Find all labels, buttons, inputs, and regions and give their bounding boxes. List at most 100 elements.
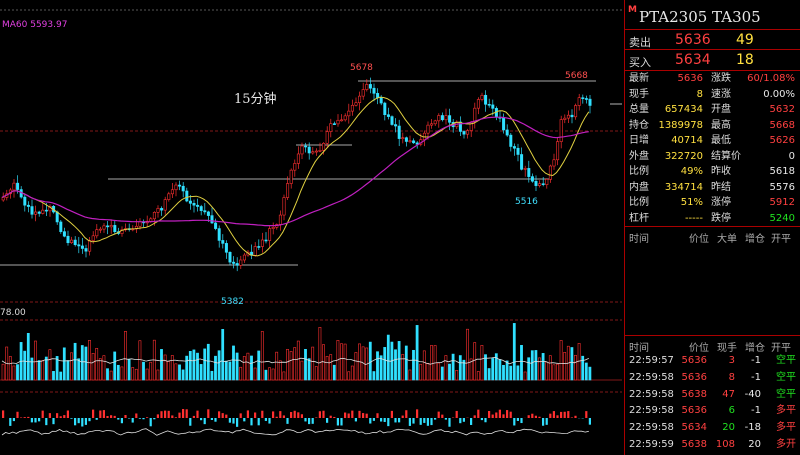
volume-bar <box>480 345 484 381</box>
oi-bar <box>102 410 105 418</box>
oi-bar <box>290 412 293 418</box>
volume-bar <box>437 362 441 381</box>
stat-label: 现手 <box>629 88 649 100</box>
volume-bar <box>52 371 55 381</box>
stat-label: 最高 <box>711 119 731 131</box>
volume-bar <box>98 358 102 381</box>
candle-body <box>412 140 416 144</box>
candle-body <box>336 119 340 125</box>
candle-body <box>199 206 203 211</box>
ask-row[interactable]: 卖出 5636 49 <box>625 29 800 50</box>
volume-bar <box>16 364 19 381</box>
volume-bar <box>329 354 333 381</box>
stat-label: 速涨 <box>711 88 731 100</box>
trade-price: 5634 <box>681 422 707 434</box>
candle-body <box>59 221 63 232</box>
volume-bar <box>102 355 106 381</box>
volume-bar <box>419 363 423 381</box>
oi-bar <box>534 415 537 418</box>
stat-value: 5636 <box>677 73 703 84</box>
volume-bar <box>368 341 372 381</box>
bid-row[interactable]: 买入 5634 18 <box>625 49 800 70</box>
oi-bar <box>362 413 365 418</box>
oi-bar <box>495 412 498 418</box>
oi-bar <box>304 418 307 422</box>
volume-bar <box>350 365 354 381</box>
volume-bar <box>588 366 592 381</box>
candle-body <box>174 184 178 191</box>
stat-label: 杠杆 <box>629 212 649 224</box>
candle-body <box>365 84 369 90</box>
candle-body <box>88 240 92 252</box>
candle-body <box>530 176 534 182</box>
stat-label: 最新 <box>629 73 649 84</box>
candle-body <box>41 209 45 214</box>
oi-bar <box>113 415 116 418</box>
volume-bar <box>214 355 217 381</box>
bid-label: 买入 <box>629 56 651 69</box>
candle-body <box>509 134 513 147</box>
oi-bar <box>509 411 512 418</box>
trade-oi: -40 <box>744 388 761 400</box>
trade-row[interactable]: 22:59:57 5636 3 -1 空平 <box>625 353 800 370</box>
candle-body <box>354 102 358 106</box>
candle-body <box>62 231 66 237</box>
trade-row[interactable]: 22:59:59 5638 108 20 多开 <box>625 437 800 454</box>
volume-bar <box>106 368 109 381</box>
volume-bar <box>476 371 480 381</box>
volume-bar <box>300 360 304 381</box>
volume-bar <box>458 355 462 381</box>
oi-bar <box>372 418 375 421</box>
candle-body <box>156 208 160 213</box>
kline-chart[interactable]: MA60 5593.97 15分钟 5678 5668 5382 5516 78… <box>0 0 622 455</box>
trade-row[interactable]: 22:59:58 5638 47 -40 空平 <box>625 387 800 404</box>
stat-label: 开盘 <box>711 104 731 115</box>
candle-body <box>257 246 261 248</box>
oi-bar <box>513 418 516 426</box>
candle-body <box>95 229 99 237</box>
oi-bar <box>293 410 296 418</box>
oi-bar <box>38 418 41 422</box>
oi-bar <box>218 411 221 418</box>
oi-bar <box>318 411 321 418</box>
oi-bar <box>488 410 491 418</box>
candle-body <box>520 154 524 170</box>
oi-bar <box>570 417 573 418</box>
trades-list[interactable]: 22:59:57 5636 3 -1 空平 22:59:58 5636 8 -1 空平 22:59:… <box>625 353 800 454</box>
volume-bar <box>268 367 271 381</box>
candle-body <box>300 145 304 155</box>
oi-bar <box>56 413 59 418</box>
volume-bar <box>577 343 581 381</box>
candle-body <box>192 203 196 206</box>
volume-bar <box>484 354 487 381</box>
oi-bar <box>192 415 195 418</box>
volume-bar <box>131 367 135 381</box>
oi-bar <box>480 418 483 421</box>
mid-low-price-tag: 5516 <box>515 197 538 207</box>
kline-svg[interactable] <box>0 0 622 455</box>
volume-bar <box>332 364 336 381</box>
stat-label: 持仓 <box>629 119 649 131</box>
volume-bar <box>502 364 505 381</box>
candle-body <box>91 235 95 241</box>
candle-body <box>203 210 207 213</box>
candle-body <box>228 251 232 263</box>
stat-value: 334714 <box>664 181 703 193</box>
oi-bar <box>23 417 26 418</box>
trade-qty: 8 <box>728 371 735 383</box>
candle-body <box>314 150 318 153</box>
trade-row[interactable]: 22:59:58 5634 20 -18 多平 <box>625 420 800 437</box>
volume-bar <box>451 353 455 381</box>
volume-bar <box>584 362 588 381</box>
oi-bar <box>376 413 379 418</box>
candle-body <box>440 115 444 121</box>
oi-bar <box>419 418 422 425</box>
candle-body <box>361 89 365 97</box>
candle-body <box>491 104 495 109</box>
volume-bar <box>271 368 275 381</box>
stats-row: 内盘 334714 昨结 5576 <box>625 180 800 196</box>
oi-bar <box>538 416 541 418</box>
trade-row[interactable]: 22:59:58 5636 8 -1 空平 <box>625 370 800 387</box>
trade-row[interactable]: 22:59:58 5636 6 -1 多平 <box>625 403 800 420</box>
trade-type: 空平 <box>776 371 796 383</box>
